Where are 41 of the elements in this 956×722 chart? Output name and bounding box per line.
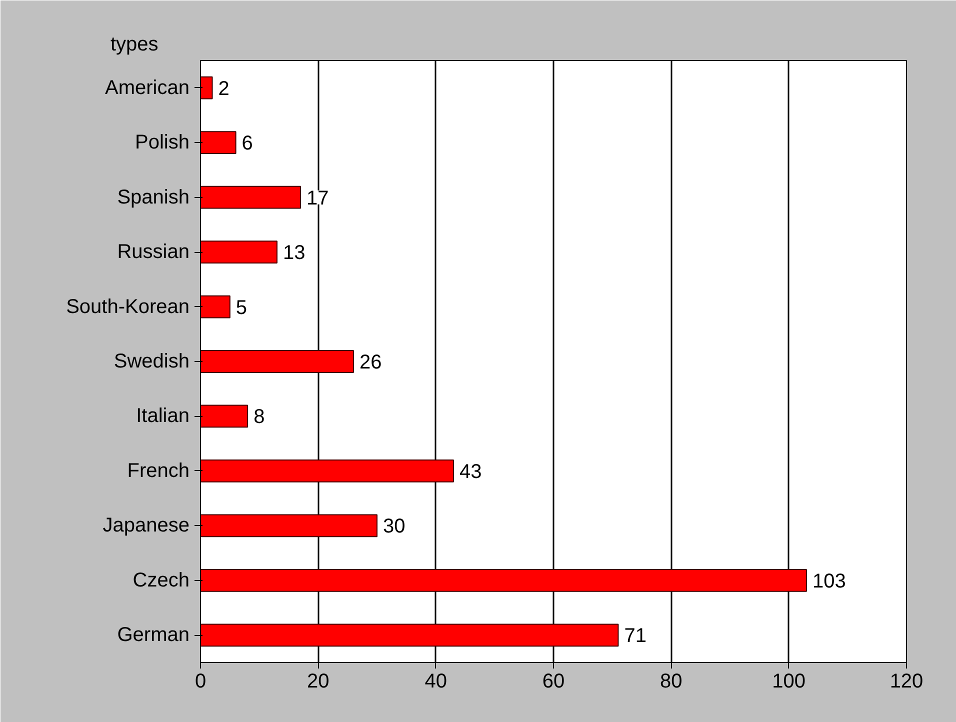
bar <box>200 186 302 209</box>
y-tick-label: Russian <box>117 241 190 264</box>
y-tick-label: South-Korean <box>66 296 190 318</box>
data-label: 71 <box>624 625 646 648</box>
x-tick-label: 20 <box>307 670 330 692</box>
bar <box>200 624 619 647</box>
bar <box>200 460 454 482</box>
y-tick-label: German <box>117 624 190 646</box>
data-label: 26 <box>359 352 382 374</box>
y-tick-label: Czech <box>132 569 190 592</box>
x-tick-label: 80 <box>660 670 682 692</box>
y-axis-title: types <box>110 34 158 56</box>
data-label: 8 <box>254 406 265 428</box>
bar <box>200 240 278 264</box>
y-tick-label: French <box>127 460 190 482</box>
x-tick-label: 120 <box>890 670 924 692</box>
data-label: 30 <box>383 516 406 538</box>
y-tick-label: Japanese <box>102 514 190 537</box>
data-label: 13 <box>282 242 306 264</box>
data-label: 103 <box>812 570 846 592</box>
x-tick-label: 60 <box>542 670 565 692</box>
bar <box>200 76 213 100</box>
x-tick-label: 0 <box>194 670 206 692</box>
data-label: 5 <box>236 296 248 319</box>
y-tick-label: Spanish <box>117 186 190 208</box>
data-label: 17 <box>306 187 329 210</box>
data-label: 6 <box>242 132 253 155</box>
bar <box>200 404 248 428</box>
bar <box>200 295 230 318</box>
x-tick-label: 40 <box>424 670 447 692</box>
data-label: 43 <box>459 460 482 483</box>
y-tick-label: Italian <box>136 405 190 428</box>
x-tick-label: 100 <box>772 670 806 692</box>
bar <box>200 514 378 538</box>
y-tick-label: Polish <box>135 132 190 154</box>
data-label: 2 <box>218 78 230 100</box>
bar <box>200 568 807 592</box>
y-tick-label: Swedish <box>114 350 190 372</box>
bar <box>200 350 354 373</box>
y-tick-label: American <box>105 76 190 99</box>
bar <box>200 131 236 154</box>
